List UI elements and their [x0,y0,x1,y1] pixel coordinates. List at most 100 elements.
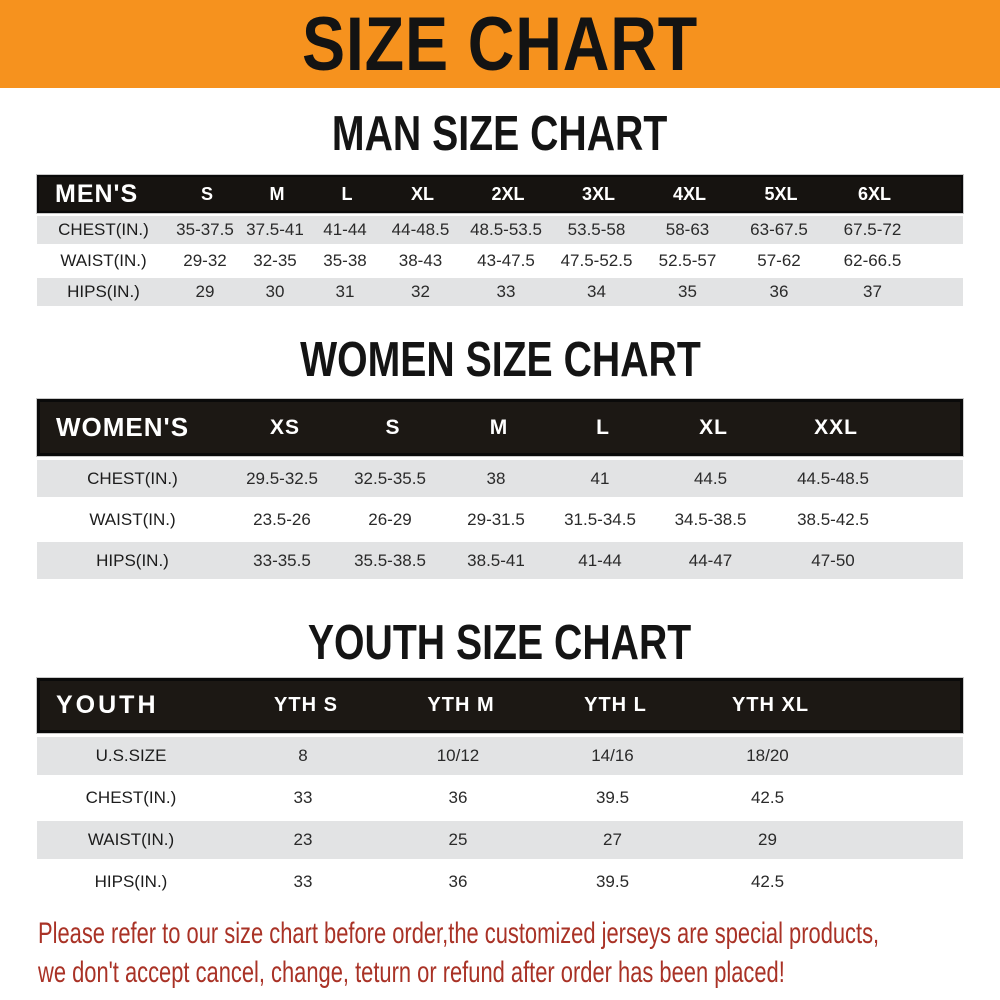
man-header-label: MEN'S [55,179,139,208]
man-hips-in-6xl: 37 [863,282,882,301]
youth-hips-in-yth-s: 33 [293,872,313,891]
man-row-chest-in: CHEST(IN.) 35-37.5 37.5-41 41-44 44-48.5 48.5… [37,216,963,244]
women-waist-in-l: 31.5-34.5 [564,509,636,529]
women-chest-in-s: 32.5-35.5 [354,468,426,488]
man-col-m: M [269,183,285,204]
women-col-s: S [385,415,401,439]
man-chest-in-l: 41-44 [323,220,367,239]
man-chest-in-m: 37.5-41 [246,220,304,239]
youth-chest-in-yth-xl: 42.5 [750,788,785,807]
man-col-2xl: 2XL [491,183,525,204]
women-size-chart-section: WOMEN SIZE CHART WOMEN'S XS S M L XL XXL CHEST… [0,336,1000,579]
man-waist-in-s: 29-32 [183,251,227,270]
order-notice-line-2: we don't accept cancel, change, teturn o… [38,956,785,989]
order-notice: Please refer to our size chart before or… [0,914,1000,992]
man-waist-in-m: 32-35 [253,251,297,270]
women-hips-in-s: 35.5-38.5 [354,550,426,570]
men-table-body: CHEST(IN.) 35-37.5 37.5-41 41-44 44-48.5 48.5… [37,216,963,306]
youth-table-header: YOUTH YTH S YTH M YTH L YTH XL [37,678,963,733]
youth-row-label-hips-in: HIPS(IN.) [94,872,168,891]
women-chest-in-xl: 44.5 [693,468,728,488]
women-hips-in-l: 41-44 [578,550,622,570]
youth-row-waist-in: WAIST(IN.) 23 25 27 29 [37,821,963,859]
women-row-label-waist-in: WAIST(IN.) [89,509,176,529]
youth-waist-in-yth-xl: 29 [758,830,777,849]
youth-hips-in-yth-xl: 42.5 [750,872,785,891]
man-col-s: S [200,183,213,204]
women-section-title: WOMEN SIZE CHART [0,336,1000,385]
youth-header-label: YOUTH [56,691,159,719]
men-table-header: MEN'S S M L XL 2XL 3XL 4XL 5XL 6XL [37,175,963,213]
man-row-waist-in: WAIST(IN.) 29-32 32-35 35-38 38-43 43-47.5 47.… [37,247,963,275]
man-row-label-chest-in: CHEST(IN.) [58,220,149,239]
youth-row-hips-in: HIPS(IN.) 33 36 39.5 42.5 [37,863,963,901]
youth-col-yth-s: YTH S [274,694,338,716]
man-col-6xl: 6XL [857,183,891,204]
women-chest-in-m: 38 [486,468,506,488]
man-chest-in-6xl: 67.5-72 [843,220,902,239]
women-row-label-hips-in: HIPS(IN.) [96,550,169,570]
size-chart-banner: SIZE CHART [0,0,1000,88]
youth-section-title: YOUTH SIZE CHART [0,619,1000,668]
man-row-label-hips-in: HIPS(IN.) [67,282,140,301]
women-chest-in-xs: 29.5-32.5 [246,468,318,488]
man-waist-in-xl: 38-43 [398,251,443,270]
man-col-l: L [341,183,353,204]
man-section-title-text: MAN SIZE CHART [332,107,668,161]
youth-col-yth-m: YTH M [427,694,495,716]
youth-size-table: YOUTH YTH S YTH M YTH L YTH XL U.S.SIZE 8 10/1… [37,678,963,901]
youth-chest-in-yth-s: 33 [293,788,313,807]
youth-chest-in-yth-l: 39.5 [595,788,630,807]
women-hips-in-xs: 33-35.5 [253,550,311,570]
men-size-table: MEN'S S M L XL 2XL 3XL 4XL 5XL 6XL CHEST(IN.) 35-3… [37,175,963,306]
women-table-body: CHEST(IN.) 29.5-32.5 32.5-35.5 38 41 44.5 44.5… [37,460,963,579]
youth-u-s-size-yth-xl: 18/20 [746,746,789,765]
man-chest-in-xl: 44-48.5 [391,220,450,239]
women-col-xl: XL [699,415,728,439]
women-chest-in-l: 41 [590,468,610,488]
man-hips-in-l: 31 [335,282,355,301]
man-chest-in-2xl: 48.5-53.5 [470,220,542,239]
women-table-header: WOMEN'S XS S M L XL XXL [37,399,963,456]
youth-hips-in-yth-m: 36 [448,872,468,891]
women-row-hips-in: HIPS(IN.) 33-35.5 35.5-38.5 38.5-41 41-44 44-… [37,542,963,579]
women-row-waist-in: WAIST(IN.) 23.5-26 26-29 29-31.5 31.5-34.5 34… [37,501,963,538]
women-hips-in-m: 38.5-41 [467,550,525,570]
man-waist-in-2xl: 43-47.5 [477,251,535,270]
order-notice-line-1: Please refer to our size chart before or… [38,917,880,950]
man-chest-in-5xl: 63-67.5 [750,220,808,239]
man-hips-in-s: 29 [195,282,215,301]
youth-row-label-chest-in: CHEST(IN.) [85,788,177,807]
banner-title: SIZE CHART [301,2,699,87]
youth-section-title-text: YOUTH SIZE CHART [308,616,692,670]
youth-size-chart-section: YOUTH SIZE CHART YOUTH YTH S YTH M YTH L YTH… [0,619,1000,901]
youth-u-s-size-yth-m: 10/12 [436,746,480,765]
women-section-title-text: WOMEN SIZE CHART [299,333,701,387]
man-hips-in-3xl: 34 [587,282,606,301]
man-waist-in-5xl: 57-62 [757,251,801,270]
youth-waist-in-yth-m: 25 [448,830,468,849]
youth-chest-in-yth-m: 36 [448,788,468,807]
youth-hips-in-yth-l: 39.5 [595,872,630,891]
women-waist-in-m: 29-31.5 [467,509,525,529]
women-size-table: WOMEN'S XS S M L XL XXL CHEST(IN.) 29.5-32.5 32.… [37,399,963,579]
man-col-4xl: 4XL [672,183,706,204]
youth-col-yth-xl: YTH XL [731,694,810,716]
man-waist-in-l: 35-38 [323,251,367,270]
women-waist-in-s: 26-29 [368,509,412,529]
women-hips-in-xl: 44-47 [688,550,733,570]
women-chest-in-xxl: 44.5-48.5 [797,468,869,488]
man-col-5xl: 5XL [764,183,798,204]
man-waist-in-3xl: 47.5-52.5 [560,251,633,270]
man-chest-in-s: 35-37.5 [176,220,234,239]
women-hips-in-xxl: 47-50 [811,550,855,570]
man-hips-in-2xl: 33 [496,282,516,301]
man-section-title: MAN SIZE CHART [0,110,1000,159]
man-waist-in-6xl: 62-66.5 [843,251,902,270]
man-col-3xl: 3XL [581,183,615,204]
youth-u-s-size-yth-l: 14/16 [591,746,634,765]
women-col-xs: XS [269,415,300,439]
women-waist-in-xs: 23.5-26 [253,509,311,529]
man-hips-in-m: 30 [265,282,285,301]
